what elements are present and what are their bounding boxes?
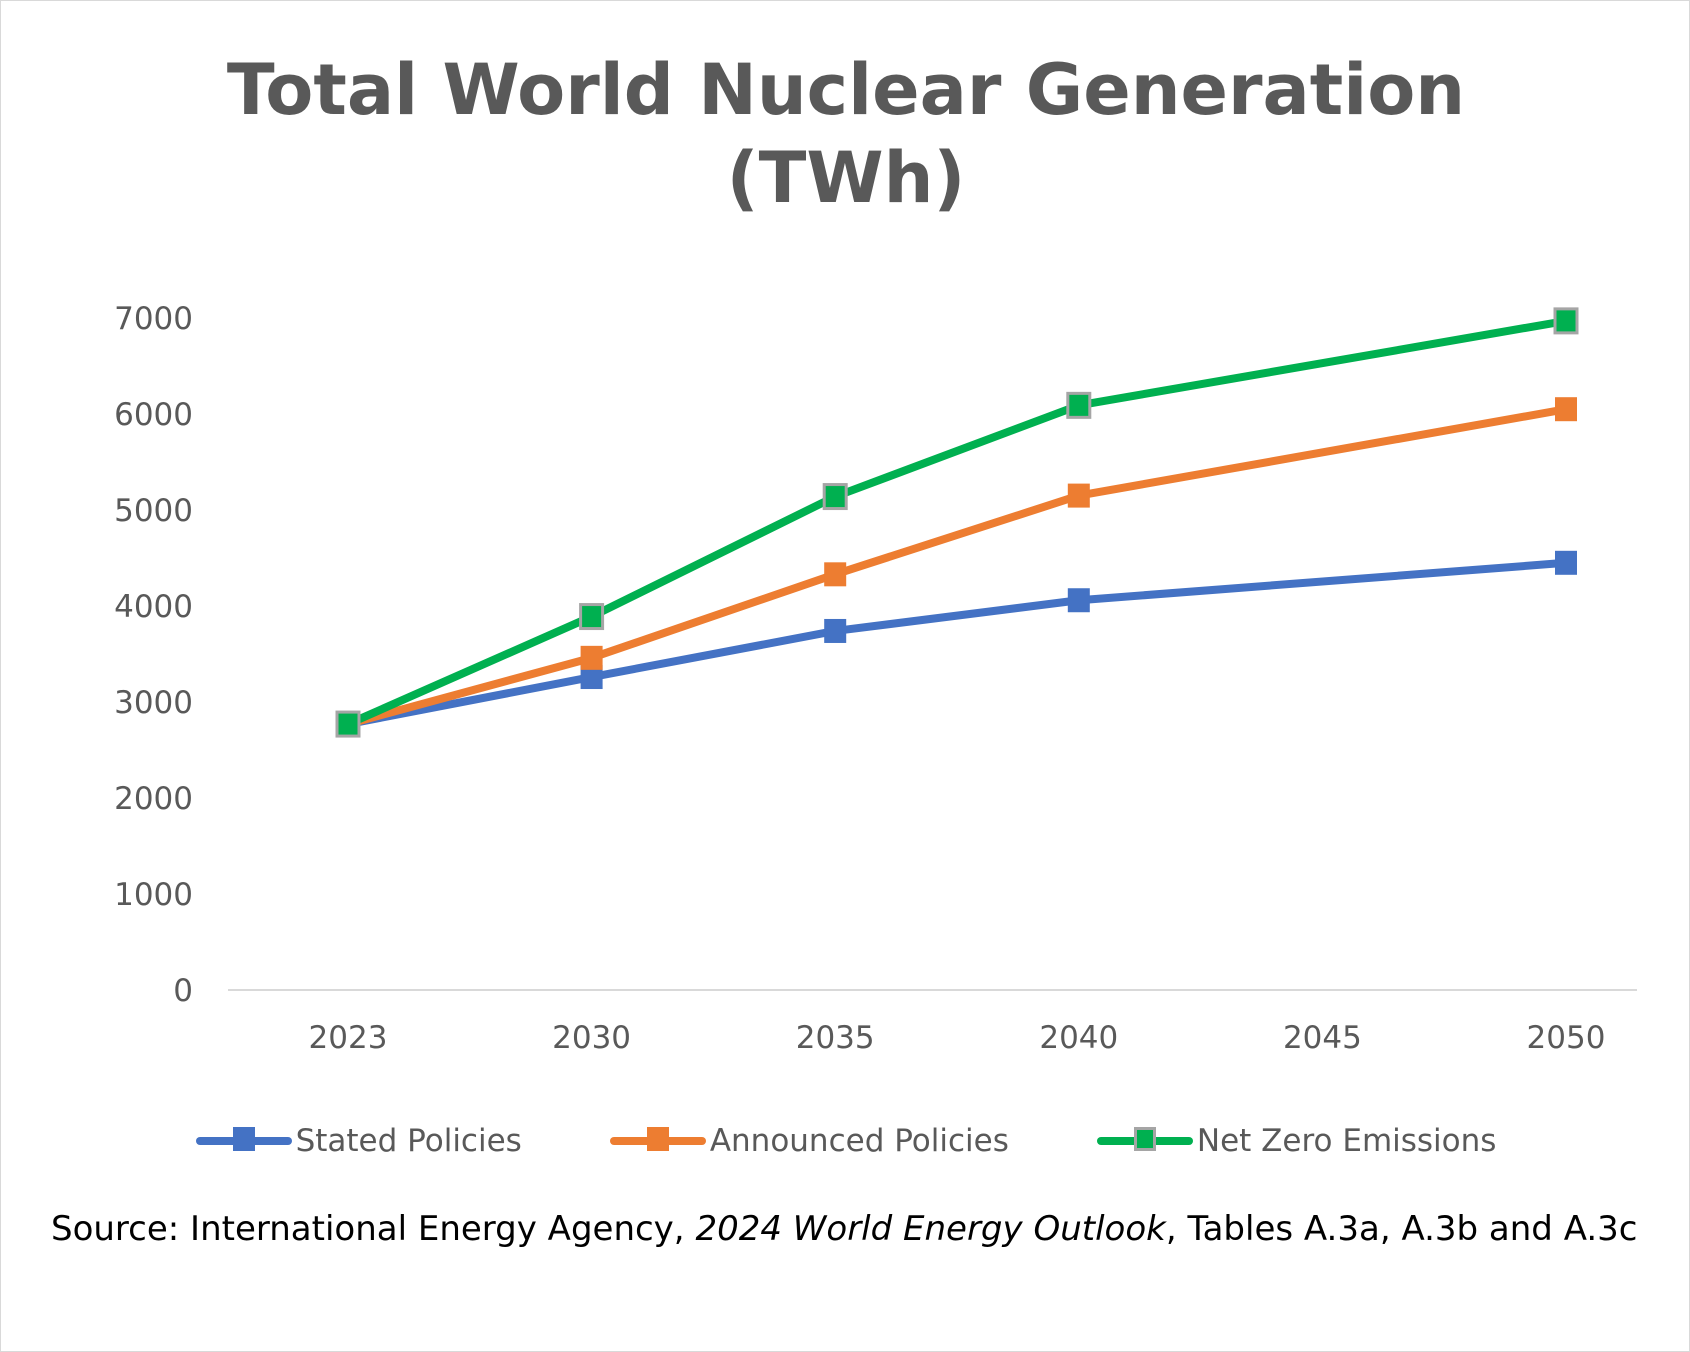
source-note: Source: International Energy Agency, 202… xyxy=(51,1203,1651,1255)
title-line-1: Total World Nuclear Generation xyxy=(226,49,1466,131)
y-tick-label: 0 xyxy=(173,973,193,1009)
source-title: 2024 World Energy Outlook xyxy=(695,1209,1166,1249)
marker-stated-policies xyxy=(824,618,847,643)
legend-swatch xyxy=(609,1127,706,1151)
x-tick-label: 2030 xyxy=(552,1020,631,1056)
x-tick-label: 2045 xyxy=(1283,1020,1362,1056)
legend-swatch xyxy=(195,1127,292,1151)
y-tick-label: 1000 xyxy=(114,877,193,913)
marker-announced-policies xyxy=(1067,483,1090,508)
marker-announced-policies xyxy=(824,562,847,587)
x-tick-label: 2040 xyxy=(1039,1020,1118,1056)
source-suffix: , Tables A.3a, A.3b and A.3c xyxy=(1165,1209,1638,1249)
y-tick-label: 4000 xyxy=(114,589,193,625)
marker-net-zero-emissions xyxy=(1066,391,1092,419)
marker-announced-policies xyxy=(1555,397,1577,422)
source-prefix: Source: International Energy Agency, xyxy=(51,1209,696,1249)
legend-swatch xyxy=(1096,1127,1193,1151)
y-tick-label: 6000 xyxy=(114,397,193,433)
legend-item: Announced Policies xyxy=(609,1123,1009,1159)
marker-announced-policies xyxy=(580,645,603,670)
marker-stated-policies xyxy=(1555,550,1577,575)
y-tick-label: 2000 xyxy=(114,781,193,817)
series-line-net-zero-emissions xyxy=(346,316,1567,728)
y-tick-label: 5000 xyxy=(114,493,193,529)
y-tick-label: 7000 xyxy=(114,301,193,337)
x-tick-label: 2050 xyxy=(1527,1020,1606,1056)
series-line-announced-policies xyxy=(346,405,1567,728)
title-line-2: (TWh) xyxy=(726,137,966,219)
marker-net-zero-emissions xyxy=(822,483,848,511)
chart-title: Total World Nuclear Generation (TWh) xyxy=(1,46,1689,222)
legend-item: Stated Policies xyxy=(195,1123,522,1159)
legend-item: Net Zero Emissions xyxy=(1096,1123,1497,1159)
x-tick-label: 2035 xyxy=(796,1020,875,1056)
marker-net-zero-emissions xyxy=(579,603,605,631)
plot-area: 0 1000 2000 3000 4000 5000 6000 7000 2023 2030 203… xyxy=(114,301,1637,1056)
marker-stated-policies xyxy=(580,665,603,690)
legend-label: Stated Policies xyxy=(295,1123,522,1159)
marker-stated-policies xyxy=(1067,588,1090,613)
legend-label: Net Zero Emissions xyxy=(1196,1123,1497,1159)
x-tick-label: 2023 xyxy=(309,1020,388,1056)
marker-net-zero-emissions xyxy=(335,710,361,738)
legend-label: Announced Policies xyxy=(709,1123,1009,1159)
y-tick-label: 3000 xyxy=(114,685,193,721)
marker-net-zero-emissions xyxy=(1553,307,1579,335)
legend: Stated Policies Announced Policies Net Zer… xyxy=(1,1123,1689,1159)
